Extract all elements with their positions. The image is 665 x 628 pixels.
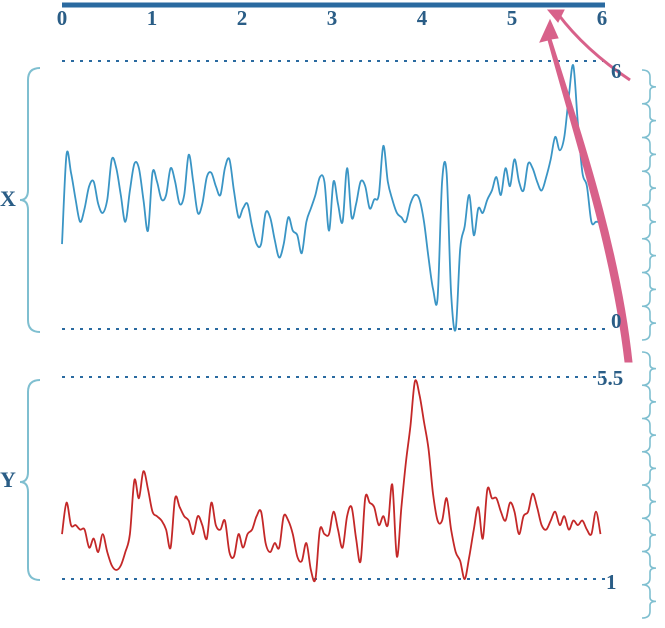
tick-label-6: 6 [596,6,608,30]
arrow-large [539,18,633,363]
bracket-right-x [641,69,657,341]
dotted-bounds [62,60,605,580]
series-x-line [61,64,601,332]
panel-y-min-label: 1 [606,570,617,594]
panel-y-label: Y [0,467,16,492]
bracket-right-y [641,351,657,619]
series [61,64,602,583]
brackets [19,67,657,619]
tick-label-2: 2 [236,6,248,30]
tick-label-1: 1 [146,6,158,30]
bracket-left-y [19,379,41,581]
tick-label-5: 5 [506,6,518,30]
arrow-small-head [546,9,565,23]
tick-label-3: 3 [326,6,338,30]
panel-x-max-label: 6 [611,59,622,83]
tick-label-4: 4 [416,6,428,30]
bracket-left-x [19,67,41,333]
panel-x-min-label: 0 [611,309,622,333]
tick-label-0: 0 [56,6,68,30]
arrow-small-shaft [556,13,631,82]
arrows [539,9,633,363]
panel-y-max-label: 5.5 [597,366,624,390]
series-y-line [61,379,602,583]
panel-x-label: X [0,186,16,211]
